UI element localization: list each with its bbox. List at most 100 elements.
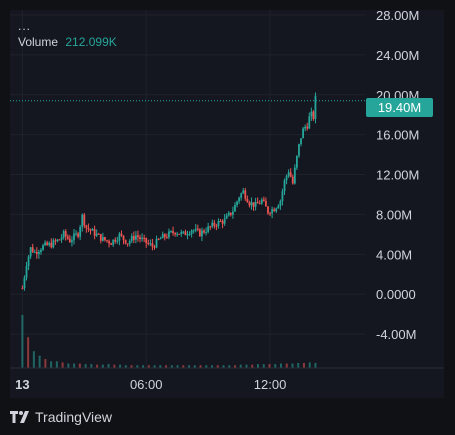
volume-bar (239, 364, 242, 368)
y-tick-label: 16.00M (376, 128, 419, 143)
candle-body (122, 235, 125, 240)
volume-bar (96, 364, 99, 368)
candle-body (314, 95, 317, 119)
candle-body (232, 211, 234, 215)
last-price-badge: 19.40M (366, 98, 433, 117)
tradingview-footer[interactable]: TradingView (10, 409, 112, 425)
candle-body (118, 233, 121, 241)
candle-body (213, 222, 216, 226)
candle-body (165, 237, 168, 239)
volume-bar (308, 362, 311, 368)
candle-body (157, 238, 160, 240)
candle-body (56, 239, 59, 242)
candle-body (196, 228, 199, 230)
volume-bar (147, 365, 150, 368)
candle-body (95, 233, 98, 236)
candle-body (281, 191, 284, 202)
volume-bar (199, 365, 202, 368)
volume-bar (61, 362, 64, 368)
candle-body (29, 247, 32, 257)
candle-body (262, 199, 265, 201)
candle-body (143, 237, 146, 239)
candle-body (81, 214, 84, 227)
y-tick-label: 4.00M (376, 247, 412, 262)
candle-body (254, 202, 257, 207)
candle-body (227, 212, 230, 216)
volume-bar (84, 364, 87, 368)
volume-bar (153, 365, 156, 368)
price-candles (21, 92, 317, 291)
volume-bar (136, 365, 139, 368)
brand-name: TradingView (35, 409, 113, 425)
candle-body (310, 111, 313, 117)
candle-body (203, 230, 205, 233)
volume-bar (38, 355, 41, 368)
candle-body (110, 243, 113, 245)
candle-body (108, 240, 110, 244)
candle-body (295, 155, 298, 168)
candle-body (277, 205, 280, 209)
volume-bar (234, 365, 237, 368)
candle-body (182, 231, 185, 233)
volume-label: Volume (18, 35, 59, 49)
volume-bar (124, 365, 127, 368)
candle-body (236, 201, 238, 205)
candle-body (37, 251, 40, 254)
y-tick-label: 12.00M (376, 168, 419, 183)
x-tick-label: 06:00 (130, 377, 163, 392)
volume-bar (73, 363, 76, 368)
candle-body (308, 116, 311, 129)
volume-bar (222, 365, 225, 368)
volume-bar (170, 365, 173, 368)
candle-body (209, 226, 212, 228)
candle-body (211, 222, 214, 227)
x-axis-labels: 13 06:00 12:00 (15, 377, 286, 392)
candle-body (223, 218, 226, 224)
candle-body (256, 202, 259, 204)
candle-body (75, 233, 77, 235)
candle-body (300, 138, 302, 145)
candle-body (161, 234, 164, 239)
candle-body (62, 231, 65, 238)
candle-body (283, 180, 286, 192)
candle-body (174, 232, 177, 235)
candle-body (21, 288, 24, 290)
candle-body (246, 198, 249, 203)
candle-body (269, 213, 271, 215)
volume-bar (90, 364, 93, 368)
candle-body (112, 239, 115, 245)
volume-bar (228, 365, 231, 368)
candle-body (306, 126, 309, 129)
candle-body (50, 242, 53, 248)
y-tick-label: 0.0000 (376, 287, 416, 302)
candle-body (52, 240, 55, 248)
candle-body (238, 197, 240, 202)
candle-body (190, 230, 193, 234)
volume-bar (107, 364, 110, 368)
volume-bar (119, 364, 122, 368)
candle-body (23, 277, 26, 289)
candle-body (248, 202, 251, 206)
candle-body (163, 234, 166, 238)
candle-body (124, 239, 127, 244)
legend-dots[interactable]: ... (18, 19, 32, 33)
volume-bar (32, 351, 35, 368)
candle-body (147, 243, 150, 245)
candle-body (101, 237, 104, 241)
volume-bar (113, 364, 116, 368)
volume-bar (251, 364, 254, 368)
candle-body (135, 235, 137, 240)
x-tick-label: 13 (15, 377, 29, 392)
candle-body (271, 209, 274, 214)
candle-body (242, 190, 245, 194)
volume-bar (50, 361, 53, 368)
candle-body (139, 237, 141, 239)
candle-body (44, 242, 46, 246)
volume-bar (44, 359, 47, 368)
candle-body (221, 221, 224, 224)
candle-body (201, 230, 203, 237)
volume-bar (285, 363, 288, 368)
candle-body (289, 172, 292, 177)
candle-body (33, 251, 36, 253)
